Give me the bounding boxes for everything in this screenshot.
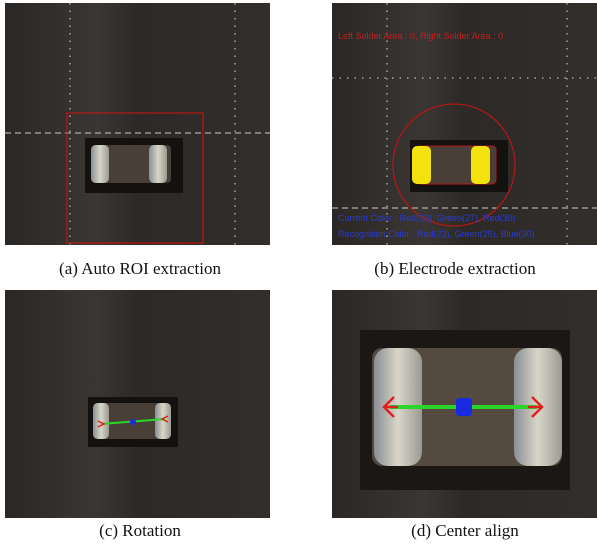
overlay-text: Current Color : Red(23), Green(27), Red(… (338, 213, 516, 223)
overlay-text: Recognition Color : Red(23), Green(25), … (338, 229, 535, 239)
caption: (b) Electrode extraction (374, 259, 536, 278)
panel-b: Left Solder Area : 0, Right Solder Area … (332, 3, 597, 245)
caption: (c) Rotation (99, 521, 181, 540)
panel-a (5, 3, 270, 245)
figure: (a) Auto ROI extraction Left Solder Area… (0, 0, 597, 545)
caption: (d) Center align (411, 521, 519, 540)
caption: (a) Auto ROI extraction (59, 259, 221, 278)
panel-c (5, 290, 270, 518)
overlay-text: Left Solder Area : 0, Right Solder Area … (338, 31, 503, 41)
page: (a) Auto ROI extraction Left Solder Area… (0, 0, 597, 545)
panel-d (332, 290, 597, 518)
